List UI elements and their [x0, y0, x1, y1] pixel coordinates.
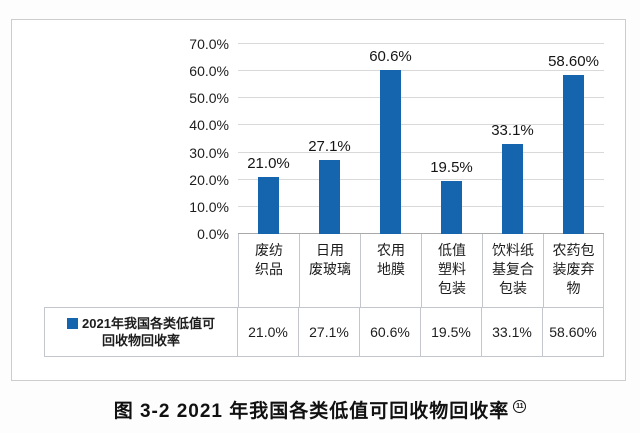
category-label: 废纺 织品: [238, 234, 299, 307]
y-tick-label: 60.0%: [189, 63, 229, 80]
category-label: 日用 废玻璃: [299, 234, 360, 307]
bar-value-label: 60.6%: [369, 47, 412, 65]
gridline: [238, 43, 604, 44]
legend-value-cell: 19.5%: [420, 308, 481, 356]
gridline: [238, 151, 604, 153]
figure-caption: 图 3-2 2021 年我国各类低值可回收物回收率 11: [0, 396, 640, 423]
category-label: 饮料纸 基复合 包装: [482, 234, 543, 307]
y-tick-label: 40.0%: [189, 117, 229, 134]
y-tick-label: 50.0%: [189, 90, 229, 107]
legend-marker-icon: [67, 318, 79, 329]
y-tick-label: 0.0%: [197, 226, 229, 242]
gridline: [238, 70, 604, 72]
legend-series-label-line1: 2021年我国各类低值可: [82, 316, 215, 331]
category-label: 农药包 装废弃 物: [543, 234, 604, 307]
y-tick-label: 20.0%: [189, 171, 229, 188]
bar-value-label: 21.0%: [247, 155, 290, 172]
y-tick-label: 70.0%: [189, 36, 229, 52]
legend-table: 2021年我国各类低值可 回收物回收率 21.0% 27.1% 60.6% 19.5%…: [44, 307, 604, 357]
bar-2: [319, 160, 340, 234]
bar-4: [441, 181, 462, 234]
legend-value-cell: 27.1%: [298, 308, 359, 356]
plot-area: 21.0% 27.1% 60.6% 19.5% 33.1% 58.60%: [238, 43, 604, 234]
legend-key-cell: 2021年我国各类低值可 回收物回收率: [45, 308, 237, 356]
footnote-marker: 11: [513, 400, 527, 413]
bar-value-label: 58.60%: [548, 52, 599, 70]
bar-3: [380, 69, 401, 234]
gridline: [238, 97, 604, 99]
bar-value-label: 33.1%: [491, 122, 534, 140]
bar-value-label: 19.5%: [430, 159, 473, 177]
figure-caption-text: 图 3-2 2021 年我国各类低值可回收物回收率: [113, 401, 510, 422]
legend-value-cell: 60.6%: [359, 308, 420, 356]
bar-6: [563, 74, 584, 234]
legend-value-cell: 33.1%: [481, 308, 542, 356]
bar-5: [502, 144, 523, 234]
legend-series-label: 2021年我国各类低值可 回收物回收率: [67, 315, 215, 349]
gridline: [238, 178, 604, 180]
legend-value-cell: 58.60%: [542, 308, 603, 356]
gridline: [238, 205, 604, 207]
category-axis: 废纺 织品 日用 废玻璃 农用 地膜 低值 塑料 包装 饮料纸 基复合 包装 农药包 装废…: [238, 234, 604, 307]
x-axis-line: [238, 233, 604, 234]
category-label: 低值 塑料 包装: [421, 234, 482, 307]
bar-1: [257, 177, 279, 234]
legend-value-cell: 21.0%: [237, 308, 298, 356]
y-tick-label: 30.0%: [189, 144, 229, 161]
gridline: [238, 124, 604, 126]
category-label: 农用 地膜: [360, 234, 421, 307]
bar-value-label: 27.1%: [308, 138, 351, 156]
legend-series-label-line2: 回收物回收率: [101, 333, 180, 348]
chart-panel: 0.0% 10.0% 20.0% 30.0% 40.0% 50.0% 60.0% 70.0% …: [11, 19, 626, 381]
y-tick-label: 10.0%: [189, 198, 229, 215]
y-axis: 0.0% 10.0% 20.0% 30.0% 40.0% 50.0% 60.0% 70.0%: [12, 36, 229, 242]
